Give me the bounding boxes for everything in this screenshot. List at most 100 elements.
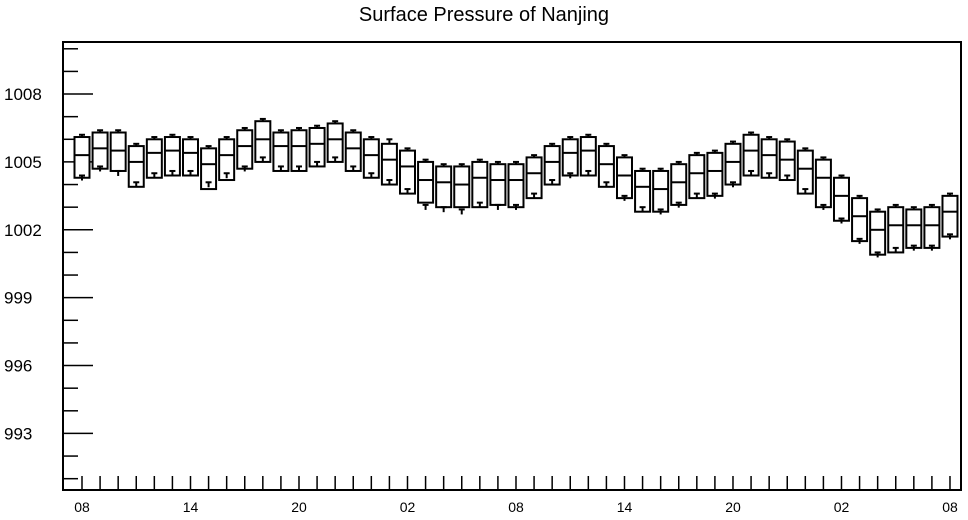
box-plot — [543, 142, 561, 186]
box-iqr — [706, 151, 724, 197]
box-iqr — [615, 156, 633, 200]
chart-title: Surface Pressure of Nanjing — [358, 4, 610, 26]
box-plot — [634, 167, 652, 213]
box-plot — [417, 158, 435, 210]
box-iqr — [941, 194, 959, 238]
box-plot — [181, 136, 199, 177]
box-iqr — [453, 165, 471, 209]
box-iqr — [742, 133, 760, 177]
box-plot — [163, 133, 181, 177]
plot-frame — [62, 41, 962, 491]
box-iqr — [236, 129, 254, 170]
box-iqr — [869, 210, 887, 256]
box-plot — [127, 142, 145, 188]
x-tick-label: 08 — [508, 499, 524, 515]
box-plot — [778, 138, 796, 182]
x-axis: 08 14 20 02 08 14 20 02 08 — [74, 476, 958, 515]
box-plot — [905, 206, 923, 251]
box-iqr — [91, 131, 109, 170]
box-iqr — [308, 126, 326, 168]
y-tick-label: 996 — [4, 357, 32, 376]
box-iqr — [362, 138, 380, 179]
box-iqr — [778, 140, 796, 182]
box-plot — [272, 129, 290, 172]
box-plot — [887, 203, 905, 254]
box-plot — [670, 160, 688, 208]
box-plot — [760, 136, 778, 179]
box-iqr — [905, 208, 923, 249]
box-iqr — [254, 120, 272, 163]
x-tick-label: 02 — [834, 499, 850, 515]
box-plot — [869, 208, 887, 258]
box-iqr — [561, 138, 579, 177]
box-plot — [814, 156, 832, 210]
box-plot — [507, 160, 525, 210]
box-iqr — [127, 145, 145, 188]
box-plot — [91, 129, 109, 172]
box-iqr — [435, 165, 453, 209]
box-plot — [688, 151, 706, 200]
x-tick-label: 08 — [74, 499, 90, 515]
y-tick-label: 1002 — [4, 221, 42, 240]
box-plot — [145, 136, 163, 179]
box-plot — [832, 174, 850, 224]
box-iqr — [489, 163, 507, 206]
box-iqr — [796, 149, 814, 195]
box-iqr — [597, 145, 615, 188]
box-plot — [561, 136, 579, 179]
box-plot — [706, 149, 724, 199]
box-plot — [453, 163, 471, 215]
box-plot — [724, 140, 742, 188]
box-iqr — [398, 149, 416, 195]
box-iqr — [525, 156, 543, 200]
box-plot — [851, 194, 869, 244]
x-tick-label: 02 — [400, 499, 416, 515]
box-iqr — [851, 197, 869, 243]
box-iqr — [145, 138, 163, 179]
box-plot — [344, 129, 362, 172]
box-plot — [380, 138, 398, 186]
box-plot — [471, 158, 489, 209]
x-tick-label: 20 — [291, 499, 307, 515]
box-plot — [362, 136, 380, 179]
box-series — [73, 117, 959, 258]
box-plot — [308, 124, 326, 168]
box-plot — [73, 133, 91, 181]
box-iqr — [832, 176, 850, 222]
box-plot — [236, 126, 254, 172]
box-iqr — [380, 142, 398, 186]
box-iqr — [272, 131, 290, 172]
box-plot — [254, 117, 272, 163]
box-plot — [796, 147, 814, 195]
box-iqr — [887, 206, 905, 254]
box-iqr — [507, 163, 525, 209]
box-plot — [218, 136, 236, 182]
box-plot — [200, 145, 218, 191]
box-iqr — [814, 158, 832, 209]
y-axis: 993 996 999 1002 1005 1008 — [4, 48, 93, 480]
box-iqr — [417, 160, 435, 204]
box-iqr — [923, 206, 941, 249]
box-iqr — [579, 136, 597, 177]
box-plot — [579, 133, 597, 177]
box-iqr — [724, 142, 742, 186]
box-plot — [109, 129, 127, 176]
box-iqr — [760, 138, 778, 179]
box-iqr — [652, 169, 670, 213]
box-iqr — [543, 145, 561, 186]
box-iqr — [73, 136, 91, 179]
box-plot — [489, 160, 507, 210]
box-plot — [941, 192, 959, 240]
y-tick-label: 993 — [4, 424, 32, 443]
box-iqr — [471, 160, 489, 209]
box-plot — [597, 142, 615, 188]
box-iqr — [163, 136, 181, 177]
box-plot — [398, 147, 416, 195]
box-plot — [290, 126, 308, 172]
y-tick-label: 1005 — [4, 153, 42, 172]
x-tick-label: 08 — [942, 499, 958, 515]
box-plot — [742, 131, 760, 177]
box-iqr — [670, 163, 688, 206]
